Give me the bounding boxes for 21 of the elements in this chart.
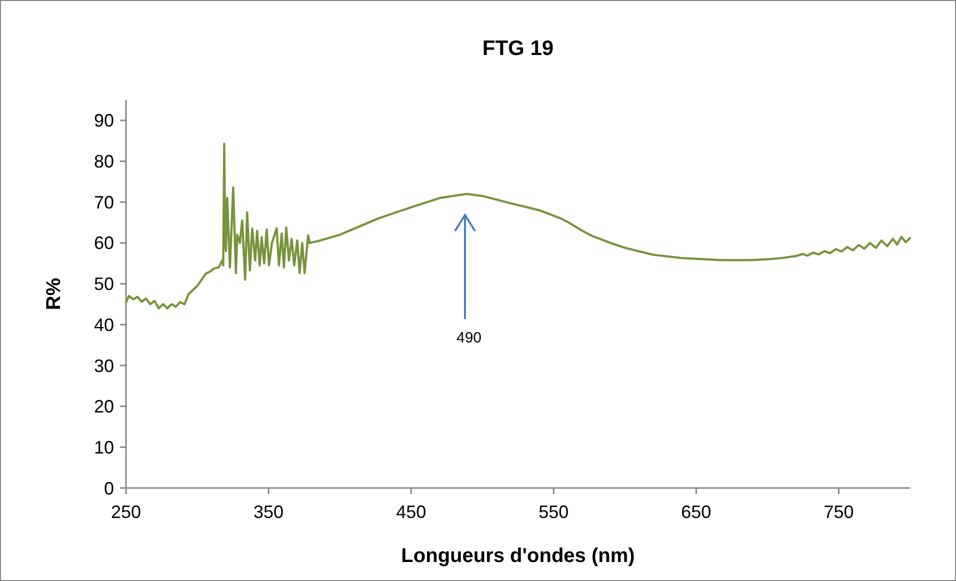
y-tick-label: 30: [94, 356, 114, 376]
y-tick-label: 90: [94, 110, 114, 131]
x-axis-title: Longueurs d'ondes (nm): [401, 545, 635, 567]
x-tick-label: 750: [824, 502, 854, 522]
x-tick-label: 450: [396, 502, 426, 522]
y-tick-label: 40: [94, 314, 114, 335]
y-tick-label: 70: [94, 192, 114, 212]
y-tick-label: 80: [94, 152, 114, 172]
chart-title: FTG 19: [482, 37, 554, 60]
annotation: 490: [456, 329, 482, 346]
x-tick-label: 250: [110, 502, 142, 522]
x-tick-label: 550: [538, 502, 569, 522]
y-tick-label: 0: [104, 478, 114, 498]
x-tick-label: 350: [254, 502, 284, 522]
x-tick-label: 650: [681, 502, 712, 522]
y-tick-label: 60: [94, 233, 114, 254]
y-axis-title: R%: [43, 278, 65, 310]
y-tick-label: 20: [94, 396, 114, 417]
line-series: [124, 142, 912, 310]
y-tick-label: 10: [94, 437, 114, 458]
y-tick-label: 50: [94, 274, 114, 294]
